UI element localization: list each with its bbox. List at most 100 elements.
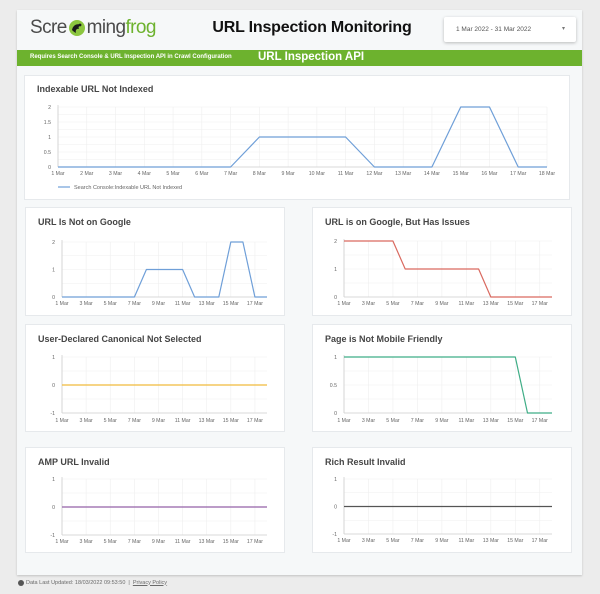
- x-tick-label: 17 Mar: [247, 539, 263, 545]
- x-tick-label: 17 Mar: [532, 301, 548, 307]
- chart-panel-indexable-url-not-indexed: 1 Mar 2 Mar 3 Mar 4 Mar 5 Mar 6 Mar 7 Mar 8 Mar…: [24, 75, 570, 200]
- x-tick-label: 5 Mar: [386, 538, 400, 544]
- x-tick-label: 5 Mar: [386, 301, 400, 307]
- x-tick-label: 3 Mar: [79, 301, 93, 307]
- y-tick-label: 0: [48, 165, 51, 171]
- x-tick-label: 17 Mar: [532, 418, 548, 424]
- x-tick-label: 11 Mar: [458, 538, 474, 544]
- series-line[interactable]: [344, 356, 552, 414]
- series-line[interactable]: [344, 240, 552, 298]
- line-chart[interactable]: 1 Mar 2 Mar 3 Mar 4 Mar 5 Mar 6 Mar 7 Mar 8 Mar…: [25, 76, 571, 201]
- x-tick-label: 7 Mar: [128, 301, 142, 307]
- x-tick-label: 13 Mar: [395, 171, 411, 177]
- x-tick-label: 12 Mar: [366, 171, 382, 177]
- footer-separator: |: [128, 579, 130, 586]
- y-tick-label: 0: [52, 383, 55, 389]
- section-title: URL Inspection API: [258, 51, 365, 63]
- y-tick-label: 1: [48, 135, 51, 141]
- x-tick-label: 5 Mar: [104, 301, 118, 307]
- page-title: URL Inspection Monitoring: [212, 19, 412, 36]
- requirement-note: Requires Search Console & URL Inspection…: [30, 54, 232, 60]
- x-tick-label: 17 Mar: [247, 301, 263, 307]
- chart-title: URL is on Google, But Has Issues: [325, 217, 470, 227]
- x-tick-label: 3 Mar: [362, 538, 376, 544]
- x-tick-label: 7 Mar: [224, 171, 238, 177]
- last-updated-text: Data Last Updated: 18/03/2022 09:53:50: [26, 579, 126, 586]
- x-tick-label: 6 Mar: [195, 171, 209, 177]
- y-tick-label: 0.5: [330, 383, 337, 389]
- privacy-policy-link[interactable]: Privacy Policy: [132, 579, 168, 586]
- y-tick-label: 0: [52, 505, 55, 511]
- x-tick-label: 5 Mar: [386, 418, 400, 424]
- date-range-picker[interactable]: 1 Mar 2022 - 31 Mar 2022 ▾: [444, 17, 576, 42]
- x-tick-label: 7 Mar: [411, 301, 425, 307]
- x-tick-label: 1 Mar: [55, 539, 69, 545]
- y-tick-label: 1: [334, 267, 337, 273]
- x-tick-label: 15 Mar: [223, 539, 239, 545]
- frog-icon: [68, 20, 85, 36]
- line-chart[interactable]: 1 Mar 3 Mar 5 Mar 7 Mar 9 Mar 11 Mar 13 Mar 15 …: [313, 325, 573, 433]
- x-tick-label: 11 Mar: [175, 301, 191, 307]
- y-tick-label: 0: [52, 295, 55, 301]
- line-chart[interactable]: 1 Mar 3 Mar 5 Mar 7 Mar 9 Mar 11 Mar 13 Mar 15 …: [26, 325, 286, 433]
- x-tick-label: 7 Mar: [411, 538, 425, 544]
- legend-label[interactable]: Search Console:Indexable URL Not Indexed: [74, 185, 182, 191]
- chart-title: Page is Not Mobile Friendly: [325, 334, 443, 344]
- screamingfrog-logo: Scre ming frog: [30, 16, 156, 40]
- x-tick-label: 13 Mar: [199, 301, 215, 307]
- x-tick-label: 15 Mar: [507, 538, 523, 544]
- y-tick-label: 1.5: [44, 120, 51, 126]
- x-tick-label: 4 Mar: [138, 171, 152, 177]
- line-chart[interactable]: 1 Mar 3 Mar 5 Mar 7 Mar 9 Mar 11 Mar 13 Mar 15 …: [26, 208, 286, 317]
- chart-panel-not-mobile-friendly: 1 Mar 3 Mar 5 Mar 7 Mar 9 Mar 11 Mar 13 Mar 15 …: [312, 324, 572, 432]
- y-tick-label: -1: [332, 532, 337, 538]
- chart-title: Indexable URL Not Indexed: [37, 84, 154, 94]
- x-tick-label: 1 Mar: [337, 301, 351, 307]
- chevron-down-icon: ▾: [561, 26, 565, 32]
- series-line[interactable]: [58, 106, 547, 168]
- line-chart[interactable]: 1 Mar 3 Mar 5 Mar 7 Mar 9 Mar 11 Mar 13 Mar 15 …: [313, 448, 573, 554]
- line-chart[interactable]: 1 Mar 3 Mar 5 Mar 7 Mar 9 Mar 11 Mar 13 Mar 15 …: [313, 208, 573, 317]
- x-tick-label: 5 Mar: [104, 539, 118, 545]
- x-tick-label: 3 Mar: [79, 539, 93, 545]
- x-tick-label: 15 Mar: [507, 418, 523, 424]
- x-tick-label: 18 Mar: [539, 171, 555, 177]
- x-tick-label: 15 Mar: [507, 301, 523, 307]
- chart-title: URL Is Not on Google: [38, 217, 131, 227]
- x-tick-label: 5 Mar: [104, 418, 118, 424]
- x-tick-label: 15 Mar: [223, 418, 239, 424]
- x-tick-label: 9 Mar: [152, 301, 166, 307]
- chart-panel-amp-url-invalid: 1 Mar 3 Mar 5 Mar 7 Mar 9 Mar 11 Mar 13 Mar 15 …: [25, 447, 285, 553]
- line-chart[interactable]: 1 Mar 3 Mar 5 Mar 7 Mar 9 Mar 11 Mar 13 Mar 15 …: [26, 448, 286, 554]
- x-tick-label: 16 Mar: [481, 171, 497, 177]
- series-line[interactable]: [62, 241, 267, 298]
- y-tick-label: 1: [334, 355, 337, 361]
- date-range-value: 1 Mar 2022 - 31 Mar 2022: [456, 26, 532, 33]
- y-tick-label: -1: [50, 411, 55, 417]
- x-tick-label: 5 Mar: [166, 171, 180, 177]
- x-tick-label: 9 Mar: [435, 538, 449, 544]
- x-tick-label: 17 Mar: [532, 538, 548, 544]
- x-tick-label: 3 Mar: [109, 171, 123, 177]
- chart-title: Rich Result Invalid: [325, 457, 406, 467]
- chart-panel-url-not-on-google: 1 Mar 3 Mar 5 Mar 7 Mar 9 Mar 11 Mar 13 Mar 15 …: [25, 207, 285, 316]
- section-banner: Requires Search Console & URL Inspection…: [17, 50, 582, 66]
- y-tick-label: 1: [52, 268, 55, 274]
- info-icon: [18, 579, 24, 586]
- x-tick-label: 1 Mar: [55, 418, 69, 424]
- x-tick-label: 9 Mar: [152, 418, 166, 424]
- x-tick-label: 7 Mar: [128, 418, 142, 424]
- x-tick-label: 11 Mar: [458, 301, 474, 307]
- x-tick-label: 11 Mar: [338, 171, 354, 177]
- x-tick-label: 9 Mar: [435, 301, 449, 307]
- x-tick-label: 13 Mar: [199, 539, 215, 545]
- x-tick-label: 13 Mar: [199, 418, 215, 424]
- y-tick-label: 0: [334, 295, 337, 301]
- x-tick-label: 13 Mar: [483, 418, 499, 424]
- y-tick-label: -1: [50, 533, 55, 539]
- y-tick-label: 2: [48, 105, 51, 111]
- y-tick-label: 2: [52, 240, 55, 246]
- y-tick-label: 0.5: [44, 150, 51, 156]
- chart-panel-canonical-not-selected: 1 Mar 3 Mar 5 Mar 7 Mar 9 Mar 11 Mar 13 Mar 15 …: [25, 324, 285, 432]
- chart-panel-rich-result-invalid: 1 Mar 3 Mar 5 Mar 7 Mar 9 Mar 11 Mar 13 Mar 15 …: [312, 447, 572, 553]
